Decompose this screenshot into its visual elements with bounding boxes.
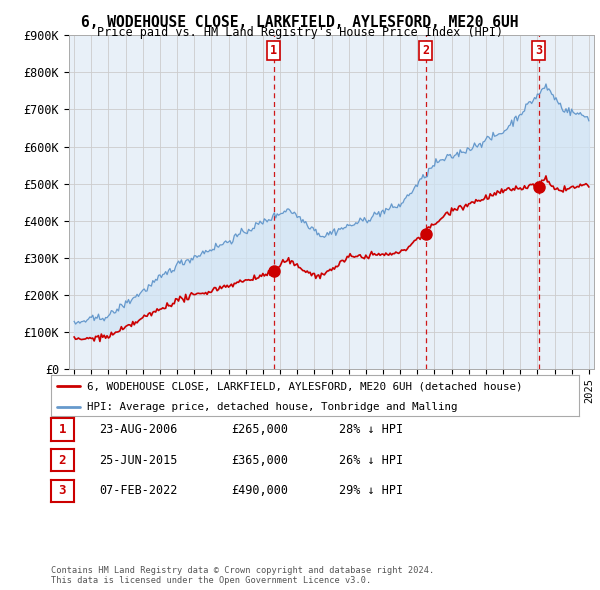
Text: 6, WODEHOUSE CLOSE, LARKFIELD, AYLESFORD, ME20 6UH: 6, WODEHOUSE CLOSE, LARKFIELD, AYLESFORD… [81, 15, 519, 30]
Text: Contains HM Land Registry data © Crown copyright and database right 2024.: Contains HM Land Registry data © Crown c… [51, 566, 434, 575]
Text: HPI: Average price, detached house, Tonbridge and Malling: HPI: Average price, detached house, Tonb… [87, 402, 457, 412]
Text: Price paid vs. HM Land Registry's House Price Index (HPI): Price paid vs. HM Land Registry's House … [97, 26, 503, 39]
Text: 1: 1 [270, 44, 277, 57]
Text: 6, WODEHOUSE CLOSE, LARKFIELD, AYLESFORD, ME20 6UH (detached house): 6, WODEHOUSE CLOSE, LARKFIELD, AYLESFORD… [87, 381, 523, 391]
Text: 26% ↓ HPI: 26% ↓ HPI [339, 454, 403, 467]
Text: 3: 3 [59, 484, 66, 497]
Text: 23-AUG-2006: 23-AUG-2006 [99, 423, 178, 436]
Text: 2: 2 [59, 454, 66, 467]
Text: This data is licensed under the Open Government Licence v3.0.: This data is licensed under the Open Gov… [51, 576, 371, 585]
Text: £365,000: £365,000 [231, 454, 288, 467]
Text: 25-JUN-2015: 25-JUN-2015 [99, 454, 178, 467]
Text: 28% ↓ HPI: 28% ↓ HPI [339, 423, 403, 436]
Text: 2: 2 [422, 44, 429, 57]
Text: 1: 1 [59, 423, 66, 436]
Text: £265,000: £265,000 [231, 423, 288, 436]
Text: 3: 3 [535, 44, 542, 57]
Text: 07-FEB-2022: 07-FEB-2022 [99, 484, 178, 497]
Text: 29% ↓ HPI: 29% ↓ HPI [339, 484, 403, 497]
Text: £490,000: £490,000 [231, 484, 288, 497]
